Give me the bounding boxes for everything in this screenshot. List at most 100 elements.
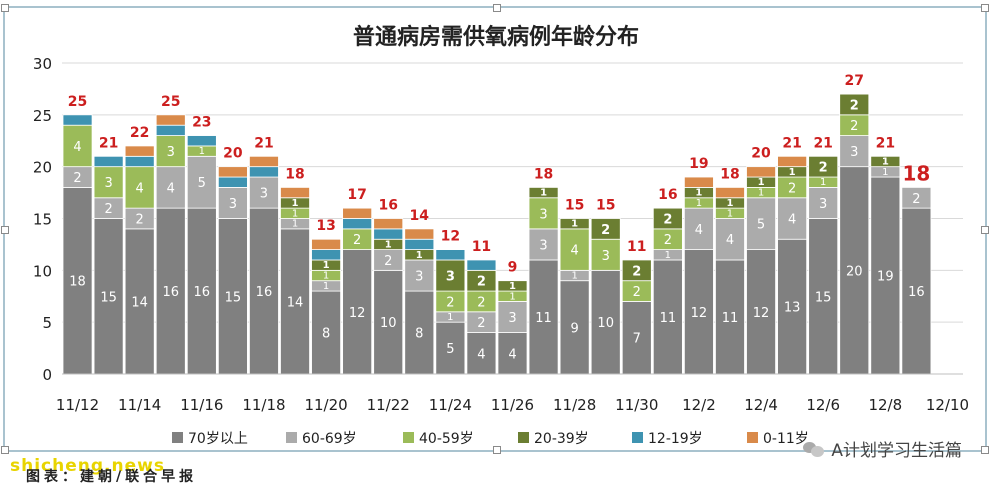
segment-value-label: 15: [225, 290, 242, 305]
segment-value-label: 2: [788, 181, 796, 196]
segment-value-label: 2: [633, 285, 641, 300]
segment-value-label: 2: [663, 213, 672, 228]
total-value-label: 25: [161, 94, 180, 110]
segment-value-label: 1: [696, 198, 702, 209]
resize-handle-right[interactable]: [981, 226, 989, 234]
resize-handle-bottom[interactable]: [493, 446, 501, 454]
total-value-label: 14: [410, 208, 430, 224]
bars: 1824251523211424221643251651231532016321…: [62, 73, 932, 375]
x-tick-label: 12/4: [744, 396, 778, 414]
y-tick-label: 25: [33, 107, 52, 125]
bar-segment: [466, 259, 497, 271]
total-value-label: 20: [751, 146, 771, 162]
legend-label: 60-69岁: [302, 431, 357, 447]
segment-value-label: 4: [788, 213, 796, 228]
total-value-label: 21: [782, 135, 801, 151]
x-tick-label: 11/24: [429, 396, 472, 414]
x-tick-label: 12/6: [806, 396, 840, 414]
segment-value-label: 1: [292, 208, 298, 219]
x-axis: 11/12 11/14 11/16 11/18 11/20 11/22 11/24 11/26…: [56, 373, 969, 414]
segment-value-label: 1: [789, 167, 796, 178]
segment-value-label: 3: [260, 187, 268, 202]
resize-handle-top-left[interactable]: [1, 4, 9, 12]
bar-segment: [715, 218, 745, 261]
segment-value-label: 16: [162, 285, 179, 300]
total-value-label: 21: [254, 135, 273, 151]
bar-segment: [155, 124, 186, 136]
total-value-label: 19: [689, 156, 708, 172]
segment-value-label: 3: [850, 145, 858, 160]
legend-label: 40-59岁: [419, 431, 474, 447]
resize-handle-top-right[interactable]: [981, 4, 989, 12]
bar-segment: [621, 301, 652, 375]
resize-handle-bottom-left[interactable]: [1, 446, 9, 454]
segment-value-label: 4: [73, 140, 81, 155]
bar-segment: [528, 186, 559, 199]
bar-segment: [746, 166, 776, 178]
chart-title: 普通病房需供氧病例年龄分布: [353, 24, 639, 50]
bar-segment: [870, 155, 901, 168]
bar-segment: [590, 218, 621, 240]
segment-value-label: 3: [415, 270, 423, 285]
segment-value-label: 1: [199, 146, 205, 157]
bar-segment: [777, 197, 808, 240]
bar-segment: [621, 259, 652, 282]
segment-value-label: 2: [384, 254, 392, 269]
bar-segment: [497, 301, 528, 333]
segment-value-label: 2: [632, 264, 641, 279]
segment-value-label: 1: [323, 271, 329, 282]
segment-value-label: 2: [477, 316, 485, 331]
bar-segment: [373, 218, 404, 230]
segment-value-label: 2: [601, 223, 610, 238]
x-tick-label: 11/26: [491, 396, 534, 414]
total-value-label: 25: [68, 94, 87, 110]
segment-value-label: 15: [100, 290, 117, 305]
segment-value-label: 2: [353, 233, 361, 248]
segment-value-label: 9: [570, 321, 578, 336]
legend-swatch: [403, 432, 414, 443]
segment-value-label: 8: [322, 327, 330, 342]
segment-value-label: 11: [722, 311, 739, 326]
bar-segment: [839, 135, 870, 168]
segment-value-label: 2: [446, 295, 454, 310]
bar-segment: [373, 269, 404, 375]
x-tick-label: 11/30: [615, 396, 658, 414]
segment-value-label: 2: [477, 275, 486, 290]
bar-segment: [746, 197, 776, 250]
bar-segment: [839, 93, 870, 116]
segment-value-label: 8: [415, 327, 423, 342]
total-value-label: 21: [813, 135, 832, 151]
legend-label: 20-39岁: [534, 431, 589, 447]
bar-segment: [683, 176, 714, 188]
bar-segment: [249, 166, 279, 178]
segment-value-label: 15: [815, 290, 832, 305]
segment-value-label: 10: [380, 316, 397, 331]
bar-segment: [249, 176, 279, 209]
resize-handle-bottom-right[interactable]: [981, 446, 989, 454]
segment-value-label: 2: [819, 161, 828, 176]
total-value-label: 18: [285, 166, 304, 182]
resize-handle-top[interactable]: [493, 4, 501, 12]
legend-swatch: [172, 432, 183, 443]
segment-value-label: 2: [664, 233, 672, 248]
segment-value-label: 3: [167, 145, 175, 160]
bar-segment: [528, 228, 559, 261]
total-value-label: 16: [658, 187, 677, 203]
resize-handle-left[interactable]: [1, 226, 9, 234]
segment-value-label: 1: [758, 177, 765, 188]
legend-swatch: [632, 432, 643, 443]
bar-segment: [124, 228, 155, 375]
segment-value-label: 1: [695, 188, 702, 199]
x-tick-label: 11/12: [56, 396, 99, 414]
bar-segment: [870, 176, 901, 375]
segment-value-label: 4: [508, 347, 516, 362]
segment-value-label: 3: [819, 197, 827, 212]
total-value-label: 9: [508, 260, 518, 276]
bar-segment: [901, 186, 932, 209]
total-value-label: 15: [596, 198, 615, 214]
bar-segment: [280, 186, 310, 199]
bar-segment: [901, 207, 932, 375]
bar-segment: [497, 332, 528, 375]
segment-value-label: 16: [908, 285, 925, 300]
segment-value-label: 1: [323, 260, 330, 271]
